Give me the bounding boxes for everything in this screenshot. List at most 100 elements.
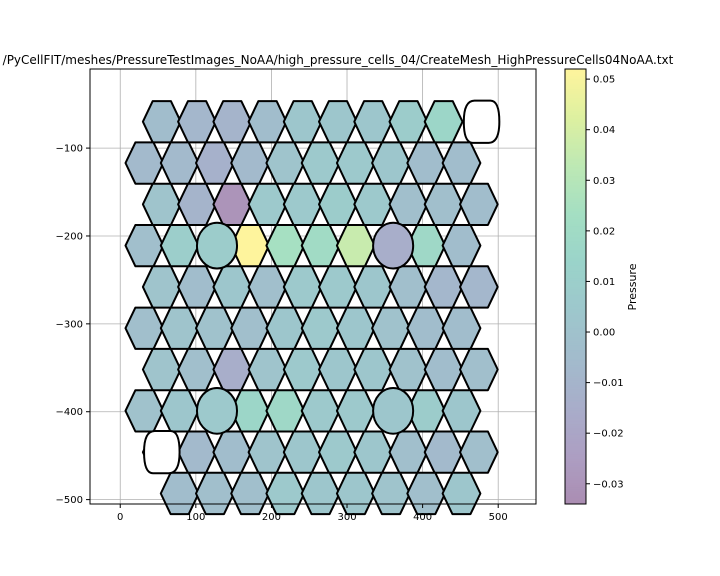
colorbar-strip <box>565 310 586 314</box>
colorbar-strip <box>565 173 586 177</box>
colorbar-strip <box>565 336 586 340</box>
colorbar-tick-label: 0.01 <box>593 277 615 288</box>
colorbar-strip <box>565 158 586 161</box>
colorbar-strip <box>565 256 586 259</box>
colorbar-strip <box>565 142 586 146</box>
colorbar: −0.03 −0.02 −0.01 0.00 0.01 0.02 0.03 0.04 0.05 <box>564 68 624 505</box>
colorbar-label: Pressure <box>626 263 639 310</box>
colorbar-strip <box>565 201 586 205</box>
colorbar-tick-label: 0.03 <box>593 176 615 187</box>
colorbar-strip <box>565 451 586 455</box>
colorbar-strip <box>565 219 586 222</box>
colorbar-strip <box>565 371 586 374</box>
colorbar-strip <box>565 288 586 292</box>
colorbar-strip <box>565 293 586 296</box>
colorbar-strip <box>565 390 586 394</box>
colorbar-strip <box>565 421 586 425</box>
colorbar-strip <box>565 86 586 90</box>
x-tick-label: 100 <box>186 512 205 523</box>
colorbar-strip <box>565 73 586 77</box>
x-tick-label: 400 <box>413 512 432 523</box>
colorbar-strip <box>565 175 586 179</box>
colorbar-strip <box>565 71 586 74</box>
colorbar-strip <box>565 145 586 148</box>
colorbar-strip <box>565 375 586 379</box>
colorbar-strip <box>565 488 586 492</box>
colorbar-strip <box>565 92 586 96</box>
colorbar-strip <box>565 319 586 322</box>
y-tick-label: −200 <box>56 231 83 242</box>
colorbar-strip <box>565 206 586 209</box>
colorbar-strip <box>565 345 586 348</box>
colorbar-strip <box>565 114 586 118</box>
colorbar-strip <box>565 127 586 131</box>
colorbar-strip <box>565 432 586 435</box>
colorbar-strip <box>565 277 586 281</box>
colorbar-strip <box>565 334 586 338</box>
colorbar-strip <box>565 197 586 200</box>
colorbar-strip <box>565 299 586 303</box>
colorbar-strip <box>565 447 586 451</box>
colorbar-strip <box>565 136 586 140</box>
colorbar-strip <box>565 306 586 309</box>
colorbar-strip <box>565 134 586 137</box>
colorbar-strip <box>565 417 586 420</box>
colorbar-strip <box>565 245 586 248</box>
colorbar-strip <box>565 286 586 290</box>
colorbar-strip <box>565 199 586 203</box>
colorbar-strip <box>565 264 586 268</box>
colorbar-strip <box>565 393 586 396</box>
colorbar-strip <box>565 269 586 272</box>
round-cell <box>372 387 415 435</box>
colorbar-strip <box>565 271 586 274</box>
colorbar-strip <box>565 260 586 264</box>
colorbar-strip <box>565 216 586 220</box>
colorbar-strip <box>565 303 586 307</box>
colorbar-strip <box>565 164 586 168</box>
colorbar-strip <box>565 101 586 105</box>
colorbar-strip <box>565 162 586 166</box>
colorbar-strip <box>565 349 586 353</box>
colorbar-strip <box>565 103 586 107</box>
colorbar-strip <box>565 151 586 155</box>
colorbar-strip <box>565 406 586 409</box>
colorbar-strip <box>565 132 586 135</box>
colorbar-strip <box>565 221 586 224</box>
colorbar-strip <box>565 419 586 422</box>
colorbar-strip <box>565 395 586 398</box>
colorbar-strip <box>565 253 586 257</box>
colorbar-strip <box>565 177 586 181</box>
colorbar-strip <box>565 297 586 301</box>
colorbar-strip <box>565 138 586 142</box>
round-cell <box>372 221 415 270</box>
colorbar-strip <box>565 364 586 368</box>
colorbar-strip <box>565 453 586 457</box>
empty-cell <box>143 430 181 475</box>
colorbar-strip <box>565 238 586 242</box>
chart-title: /PyCellFIT/meshes/PressureTestImages_NoA… <box>3 53 674 67</box>
round-cell <box>195 221 239 270</box>
colorbar-strip <box>565 340 586 344</box>
colorbar-strip <box>565 225 586 229</box>
colorbar-strip <box>565 440 586 444</box>
colorbar-strip <box>565 208 586 211</box>
colorbar-strip <box>565 75 586 79</box>
colorbar-strip <box>565 129 586 133</box>
colorbar-strip <box>565 414 586 418</box>
colorbar-strip <box>565 95 586 98</box>
colorbar-strip <box>565 332 586 335</box>
colorbar-strip <box>565 353 586 357</box>
colorbar-strip <box>565 203 586 207</box>
colorbar-strip <box>565 482 586 485</box>
colorbar-strip <box>565 186 586 190</box>
colorbar-strip <box>565 258 586 261</box>
colorbar-strip <box>565 323 586 327</box>
colorbar-strip <box>565 495 586 498</box>
colorbar-strip <box>565 82 586 85</box>
colorbar-strip <box>565 490 586 494</box>
colorbar-strip <box>565 366 586 370</box>
colorbar-strip <box>565 171 586 174</box>
colorbar-strip <box>565 347 586 351</box>
colorbar-strip <box>565 486 586 490</box>
